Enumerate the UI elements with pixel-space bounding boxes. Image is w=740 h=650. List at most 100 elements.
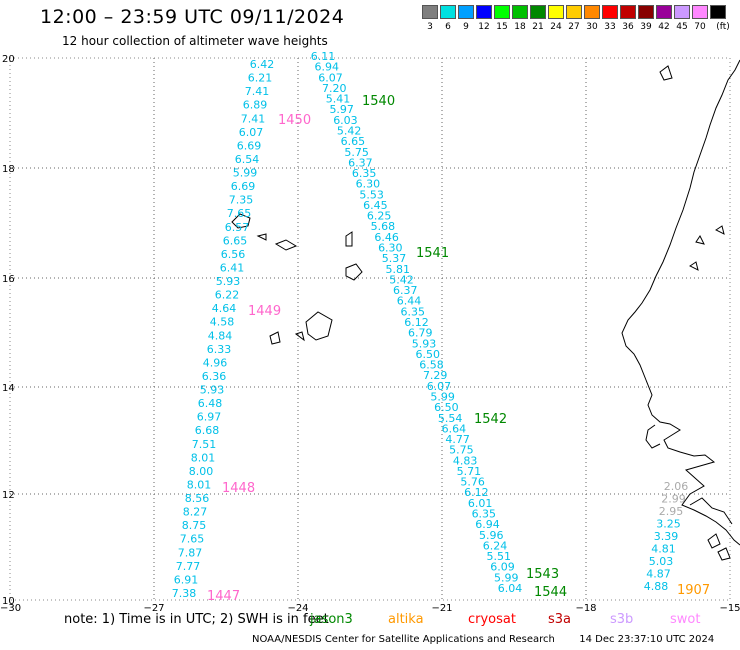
legend-swatch: [620, 5, 636, 19]
wave-height-value: 5.96: [479, 529, 504, 542]
legend-swatch: [440, 5, 456, 19]
wave-height-value: 4.58: [210, 316, 235, 329]
wave-height-value: 5.41: [326, 93, 351, 106]
track-rev-label: 1447: [207, 589, 240, 604]
track-rev-label: 1542: [474, 412, 507, 427]
wave-height-value: 5.99: [494, 571, 519, 584]
legend-swatch: [692, 5, 708, 19]
legend-label: 70: [694, 22, 706, 32]
wave-height-value: 5.93: [216, 275, 241, 288]
wave-height-value: 6.69: [237, 139, 262, 152]
wave-height-value: 5.03: [649, 555, 674, 568]
wave-height-value: 6.41: [220, 261, 245, 274]
wave-height-value: 5.51: [487, 550, 512, 563]
latitude-label: 16: [2, 274, 15, 285]
legend-label: 42: [658, 22, 670, 32]
wave-height-value: 6.97: [197, 411, 222, 424]
legend-swatch: [548, 5, 564, 19]
wave-height-value: 7.77: [176, 560, 201, 573]
wave-height-value: 6.30: [356, 178, 381, 191]
wave-height-value: 6.07: [318, 71, 343, 84]
wave-height-value: 7.38: [172, 587, 197, 600]
legend-label: 9: [463, 22, 469, 32]
wave-height-value: 6.79: [408, 327, 433, 340]
cape-verde-sal: [345, 231, 353, 247]
wave-height-value: 5.76: [460, 476, 485, 489]
wave-height-value: 6.12: [404, 316, 429, 329]
wave-height-value: 8.56: [185, 492, 210, 505]
legend-label: 6: [445, 22, 451, 32]
credit-text: NOAA/NESDIS Center for Satellite Applica…: [252, 634, 555, 645]
wave-height-value: 5.99: [233, 167, 258, 180]
legend-swatch: [638, 5, 654, 19]
wave-height-value: 5.81: [386, 263, 411, 276]
wave-height-value: 6.89: [243, 99, 268, 112]
wave-height-value: 2.99: [661, 493, 686, 506]
wave-height-value: 6.30: [378, 242, 403, 255]
satellite-name: jason3: [310, 612, 353, 627]
track-rev-label: 1449: [248, 304, 281, 319]
track-rev-label: 1543: [526, 567, 559, 582]
legend-unit: (ft): [716, 22, 730, 32]
legend-label: 21: [532, 22, 544, 32]
wave-height-value: 7.65: [180, 533, 205, 546]
wave-height-value: 6.54: [235, 153, 260, 166]
legend-swatch: [494, 5, 510, 19]
coastlines: [231, 59, 740, 561]
legend-label: 30: [586, 22, 598, 32]
legend-label: 18: [514, 22, 526, 32]
map-frame: [9, 57, 731, 601]
islet-3: [689, 261, 699, 271]
wave-height-value: 6.07: [427, 380, 452, 393]
track-rev-label: 1907: [677, 583, 710, 598]
footer-credit: NOAA/NESDIS Center for Satellite Applica…: [252, 634, 714, 645]
wave-height-value: 6.07: [239, 126, 264, 139]
wave-height-value: 7.29: [423, 369, 448, 382]
legend-label: 39: [640, 22, 652, 32]
cape-verde-fogo: [269, 331, 281, 345]
cape-verde-boa-vista: [345, 263, 363, 281]
wave-height-value: 6.45: [363, 199, 388, 212]
grid-lines: [9, 57, 731, 601]
latitude-label: 20: [2, 54, 15, 65]
legend-swatch: [476, 5, 492, 19]
wave-height-value: 6.44: [397, 295, 422, 308]
track-rev-label: 1541: [416, 246, 449, 261]
wave-height-value: 6.50: [434, 401, 459, 414]
wave-height-value: 7.41: [241, 112, 266, 125]
legend-swatch: [566, 5, 582, 19]
axis-labels: −30 −27 −24 −21 −18 −15 20 18 16 14 12 10: [0, 54, 740, 614]
latitude-label: 18: [2, 164, 15, 175]
satellite-name: swot: [670, 612, 701, 627]
cape-verde-sao-vicente: [256, 233, 267, 241]
wave-height-value: 8.01: [191, 451, 216, 464]
wave-height-value: 5.75: [344, 146, 369, 159]
wave-height-value: 4.88: [644, 580, 669, 593]
wave-height-value: 3.39: [654, 530, 679, 543]
wave-height-value: 6.46: [374, 231, 399, 244]
satellite-name: cryosat: [468, 612, 516, 627]
altimeter-tracks: 6.426.217.416.897.416.076.696.545.996.69…: [172, 50, 710, 604]
wave-height-value: 4.96: [203, 356, 228, 369]
legend-swatch: [530, 5, 546, 19]
wave-height-value: 3.25: [656, 518, 681, 531]
legend-swatch: [674, 5, 690, 19]
wave-height-value: 6.91: [174, 573, 199, 586]
longitude-label: −21: [431, 603, 452, 614]
wave-height-value: 6.03: [333, 114, 358, 127]
wave-height-value: 7.20: [322, 82, 347, 95]
wave-height-value: 6.64: [442, 422, 467, 435]
legend-label: 24: [550, 22, 562, 32]
wave-height-value: 6.11: [311, 50, 336, 63]
cape-verde-sao-nicolau: [274, 239, 298, 251]
latitude-label: 10: [2, 596, 15, 607]
wave-height-value: 7.35: [229, 194, 254, 207]
wave-height-value: 5.75: [449, 444, 474, 457]
wave-height-value: 6.94: [475, 518, 500, 531]
legend-label: 36: [622, 22, 634, 32]
wave-height-value: 5.53: [359, 188, 384, 201]
wave-height-value: 7.51: [192, 438, 217, 451]
longitude-label: −15: [719, 603, 740, 614]
coast-detail-2: [689, 497, 733, 525]
wave-height-value: 6.58: [419, 359, 444, 372]
